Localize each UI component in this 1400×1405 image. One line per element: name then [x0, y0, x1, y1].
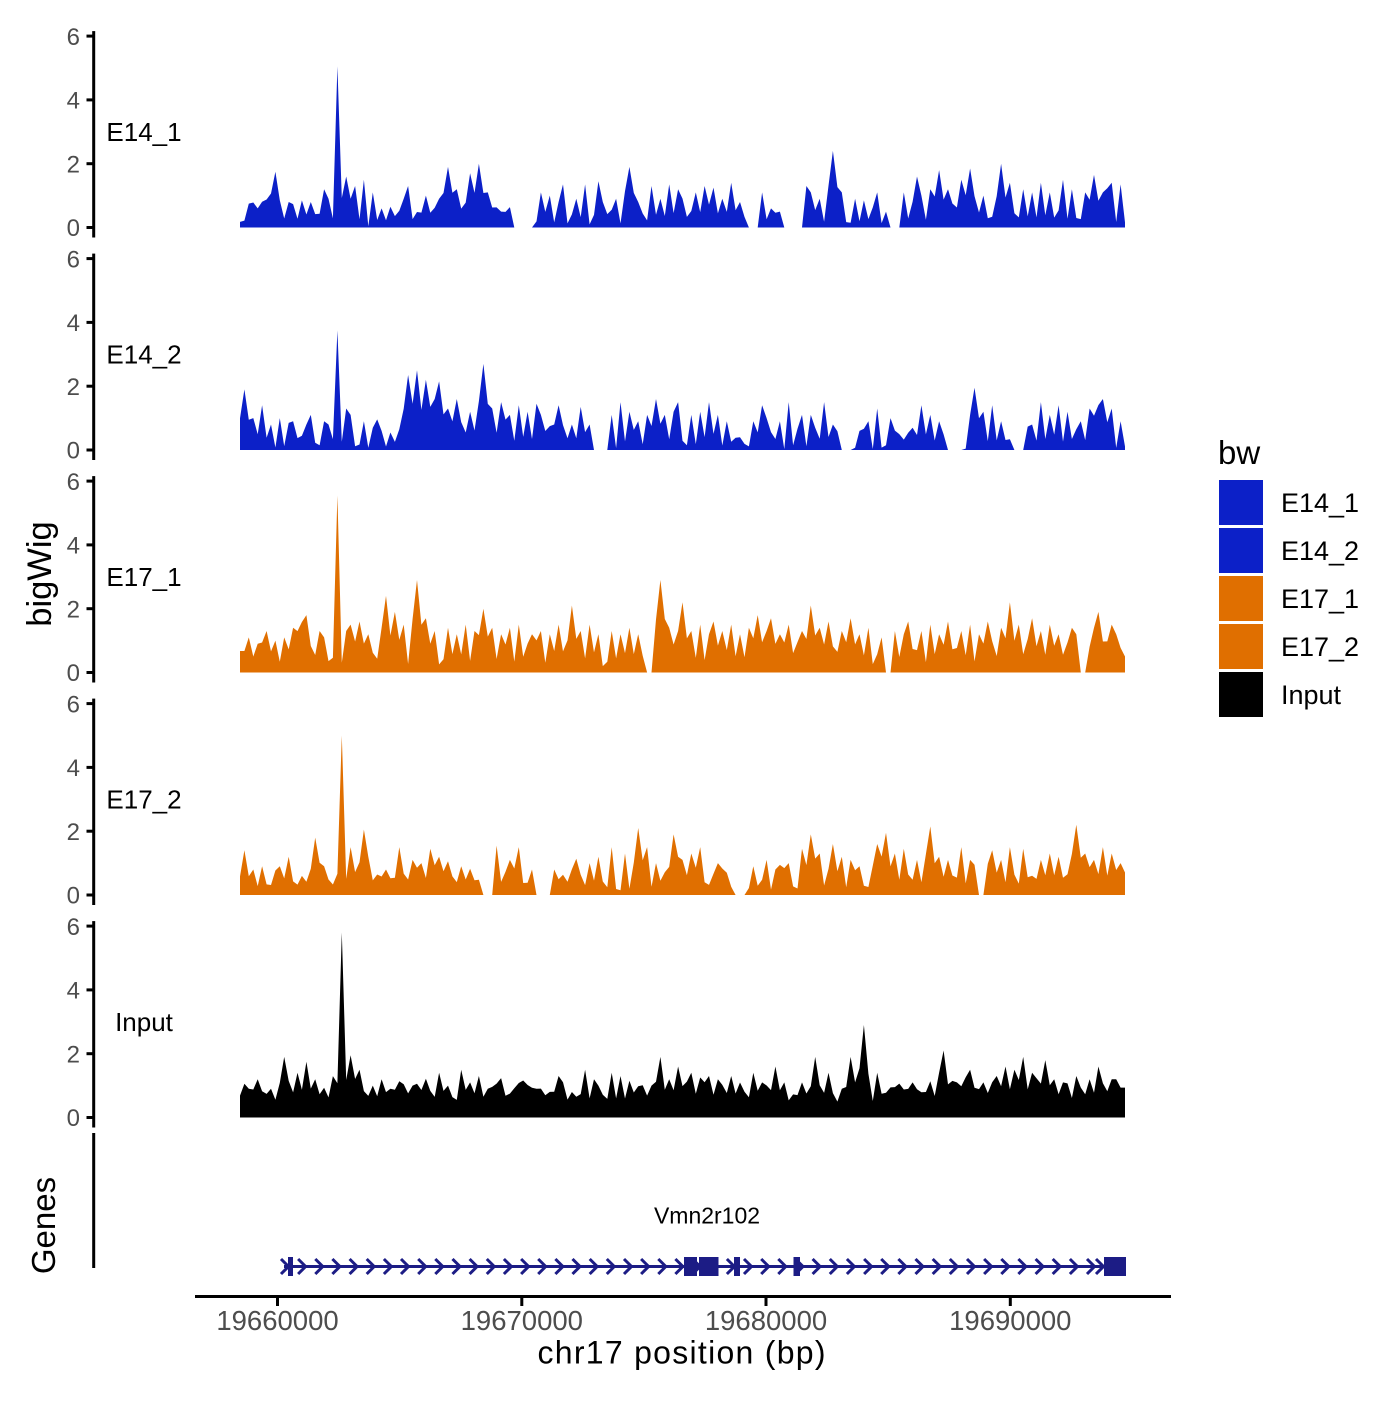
svg-text:chr17 position (bp): chr17 position (bp) [538, 1335, 826, 1371]
svg-text:19660000: 19660000 [216, 1305, 338, 1336]
svg-text:19670000: 19670000 [461, 1305, 583, 1336]
svg-text:Genes: Genes [25, 1177, 62, 1274]
svg-text:0: 0 [67, 660, 80, 687]
svg-text:4: 4 [67, 978, 80, 1005]
svg-text:E17_2: E17_2 [1281, 632, 1359, 662]
svg-text:E17_1: E17_1 [106, 562, 181, 592]
svg-text:bw: bw [1218, 434, 1260, 471]
svg-text:Vmn2r102: Vmn2r102 [654, 1203, 760, 1229]
svg-text:E14_2: E14_2 [106, 339, 181, 369]
svg-text:Input: Input [1281, 680, 1342, 710]
svg-text:6: 6 [67, 469, 80, 496]
svg-text:E17_1: E17_1 [1281, 584, 1359, 614]
svg-text:E14_1: E14_1 [106, 117, 181, 147]
svg-text:2: 2 [67, 374, 80, 401]
svg-text:6: 6 [67, 246, 80, 273]
svg-text:4: 4 [67, 88, 80, 115]
svg-text:4: 4 [67, 533, 80, 560]
svg-text:6: 6 [67, 914, 80, 941]
svg-text:19690000: 19690000 [949, 1305, 1071, 1336]
svg-text:0: 0 [67, 438, 80, 465]
svg-text:2: 2 [67, 596, 80, 623]
svg-text:6: 6 [67, 24, 80, 51]
svg-text:0: 0 [67, 883, 80, 910]
svg-text:2: 2 [67, 819, 80, 846]
svg-text:0: 0 [67, 1105, 80, 1132]
svg-text:E14_1: E14_1 [1281, 488, 1359, 518]
svg-text:2: 2 [67, 151, 80, 178]
svg-text:0: 0 [67, 215, 80, 242]
svg-text:Input: Input [115, 1007, 174, 1037]
svg-text:4: 4 [67, 755, 80, 782]
svg-text:4: 4 [67, 310, 80, 337]
svg-text:19680000: 19680000 [705, 1305, 827, 1336]
svg-text:2: 2 [67, 1041, 80, 1068]
svg-text:E14_2: E14_2 [1281, 536, 1359, 566]
svg-text:E17_2: E17_2 [106, 784, 181, 814]
svg-text:bigWig: bigWig [21, 521, 59, 626]
svg-text:6: 6 [67, 691, 80, 718]
